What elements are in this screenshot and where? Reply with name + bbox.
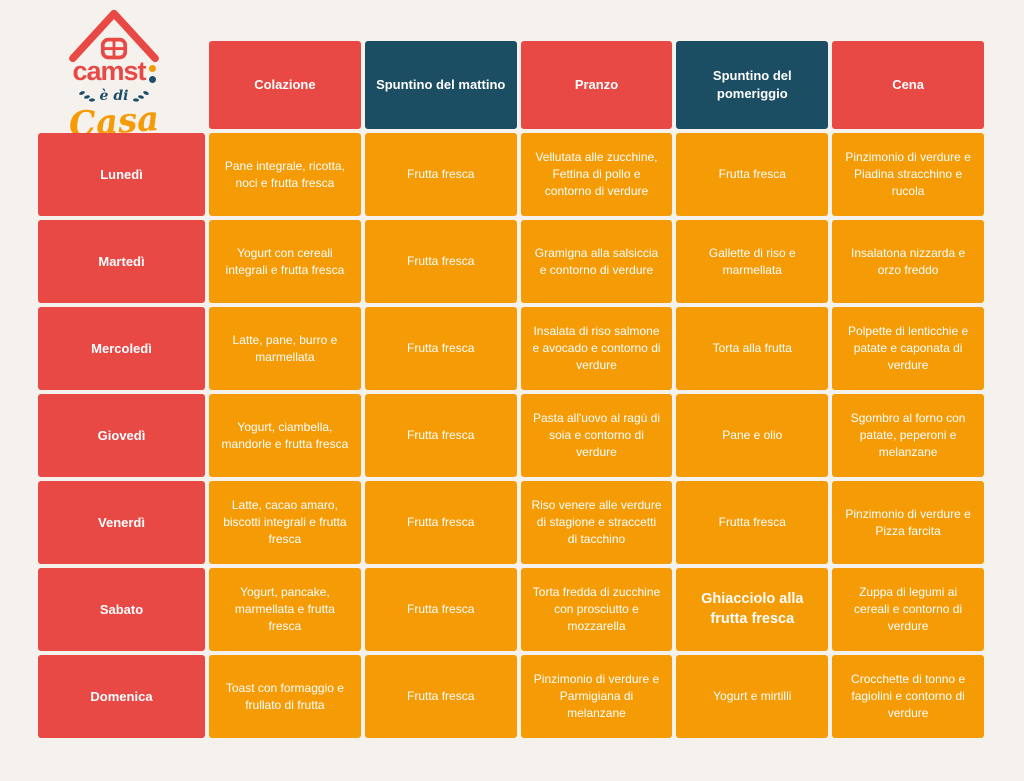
cell-mercoledi-spuntino-pomeriggio: Torta alla frutta xyxy=(676,307,829,390)
cell-martedi-pranzo: Gramigna alla salsiccia e contorno di ve… xyxy=(520,220,673,303)
tagline-text: è di xyxy=(99,88,129,104)
cell-venerdi-colazione: Latte, cacao amaro, biscotti integrali e… xyxy=(209,481,361,564)
cell-venerdi-cena: Pinzimonio di verdure e Pizza farcita xyxy=(832,481,984,564)
cell-giovedi-colazione: Yogurt, ciambella, mandorle e frutta fre… xyxy=(209,394,361,477)
leaf-left-icon xyxy=(78,91,95,102)
brand-colon-icon xyxy=(148,64,156,83)
cell-giovedi-pranzo: Pasta all'uovo al ragù di soia e contorn… xyxy=(520,394,673,477)
cell-giovedi-cena: Sgombro al forno con patate, peperoni e … xyxy=(832,394,984,477)
logo-corner-spacer xyxy=(38,41,205,129)
menu-table: Colazione Spuntino del mattino Pranzo Sp… xyxy=(38,41,984,738)
column-header-pranzo: Pranzo xyxy=(520,41,673,129)
cell-venerdi-pranzo: Riso venere alle verdure di stagione e s… xyxy=(520,481,673,564)
cell-martedi-cena: Insalatona nizzarda e orzo freddo xyxy=(832,220,984,303)
cell-sabato-cena: Zuppa di legumi ai cereali e contorno di… xyxy=(832,568,984,651)
cell-domenica-cena: Crocchette di tonno e fagiolini e contor… xyxy=(832,655,984,738)
brand-wordmark: camst xyxy=(72,56,146,86)
row-header-mercoledi: Mercoledì xyxy=(38,307,205,390)
column-header-colazione: Colazione xyxy=(209,41,361,129)
row-header-lunedi: Lunedì xyxy=(38,133,205,216)
cell-giovedi-spuntino-pomeriggio: Pane e olio xyxy=(676,394,829,477)
row-header-martedi: Martedì xyxy=(38,220,205,303)
cell-venerdi-spuntino-mattino: Frutta fresca xyxy=(364,481,517,564)
cell-mercoledi-cena: Polpette di lenticchie e patate e capona… xyxy=(832,307,984,390)
row-header-venerdi: Venerdì xyxy=(38,481,205,564)
column-header-cena: Cena xyxy=(832,41,984,129)
camst-logo: camst è di Ca xyxy=(58,6,170,145)
cell-domenica-spuntino-mattino: Frutta fresca xyxy=(364,655,517,738)
leaf-right-icon xyxy=(133,91,150,102)
row-header-domenica: Domenica xyxy=(38,655,205,738)
cell-martedi-colazione: Yogurt con cereali integrali e frutta fr… xyxy=(209,220,361,303)
cell-domenica-colazione: Toast con formaggio e frullato di frutta xyxy=(209,655,361,738)
cell-lunedi-cena: Pinzimonio di verdure e Piadina stracchi… xyxy=(832,133,984,216)
cell-mercoledi-pranzo: Insalata di riso salmone e avocado e con… xyxy=(520,307,673,390)
row-header-giovedi: Giovedì xyxy=(38,394,205,477)
cell-venerdi-spuntino-pomeriggio: Frutta fresca xyxy=(676,481,829,564)
cell-lunedi-pranzo: Vellutata alle zucchine, Fettina di poll… xyxy=(520,133,673,216)
column-header-spuntino-mattino: Spuntino del mattino xyxy=(364,41,517,129)
cell-martedi-spuntino-pomeriggio: Gallette di riso e marmellata xyxy=(676,220,829,303)
cell-sabato-pranzo: Torta fredda di zucchine con prosciutto … xyxy=(520,568,673,651)
cell-martedi-spuntino-mattino: Frutta fresca xyxy=(364,220,517,303)
cell-mercoledi-spuntino-mattino: Frutta fresca xyxy=(364,307,517,390)
cell-sabato-spuntino-mattino: Frutta fresca xyxy=(364,568,517,651)
cell-domenica-spuntino-pomeriggio: Yogurt e mirtilli xyxy=(676,655,829,738)
row-header-sabato: Sabato xyxy=(38,568,205,651)
cell-mercoledi-colazione: Latte, pane, burro e marmellata xyxy=(209,307,361,390)
cell-lunedi-spuntino-pomeriggio: Frutta fresca xyxy=(676,133,829,216)
cell-sabato-colazione: Yogurt, pancake, marmellata e frutta fre… xyxy=(209,568,361,651)
cell-sabato-spuntino-pomeriggio: Ghiacciolo alla frutta fresca xyxy=(676,568,829,651)
column-header-spuntino-pomeriggio: Spuntino del pomeriggio xyxy=(676,41,829,129)
cell-lunedi-colazione: Pane integrale, ricotta, noci e frutta f… xyxy=(209,133,361,216)
cell-domenica-pranzo: Pinzimonio di verdure e Parmigiana di me… xyxy=(520,655,673,738)
cell-lunedi-spuntino-mattino: Frutta fresca xyxy=(364,133,517,216)
cell-giovedi-spuntino-mattino: Frutta fresca xyxy=(364,394,517,477)
house-roof-icon xyxy=(69,9,159,63)
